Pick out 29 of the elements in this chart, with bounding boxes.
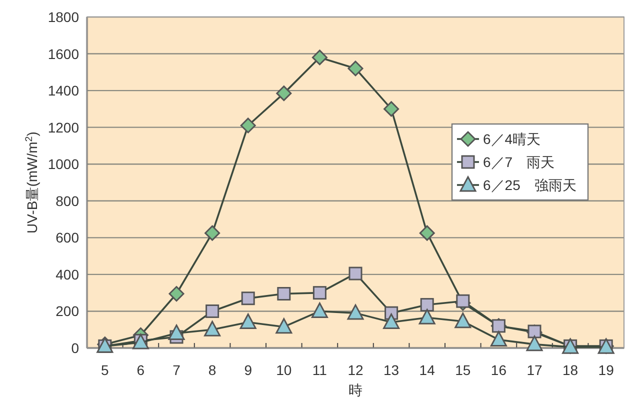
x-tick-label: 19	[598, 362, 614, 378]
x-tick-label: 12	[348, 362, 364, 378]
x-tick-label: 15	[455, 362, 471, 378]
x-tick-label: 7	[172, 362, 181, 378]
y-tick-label: 1200	[48, 119, 80, 136]
x-axis-title: 時	[348, 382, 362, 398]
x-tick-label: 16	[490, 362, 507, 378]
x-tick-label: 11	[312, 362, 328, 378]
legend-label: 6／7 雨天	[483, 154, 555, 170]
x-tick-label: 5	[101, 362, 109, 378]
y-tick-label: 1400	[48, 82, 80, 99]
y-tick-label: 600	[56, 230, 80, 246]
x-tick-label: 8	[208, 362, 216, 378]
x-tick-label: 9	[244, 362, 252, 378]
legend-label: 6／25 強雨天	[483, 177, 576, 193]
y-tick-label: 200	[56, 303, 80, 320]
y-tick-label: 1800	[48, 9, 80, 25]
legend-label: 6／4晴天	[483, 131, 541, 147]
y-tick-label: 800	[56, 192, 80, 209]
y-tick-label: 0	[71, 340, 80, 356]
y-tick-label: 1000	[48, 156, 80, 172]
x-tick-label: 10	[276, 362, 292, 378]
x-tick-label: 17	[526, 362, 542, 378]
x-tick-label: 6	[136, 362, 145, 378]
x-tick-label: 14	[419, 362, 436, 378]
x-tick-label: 18	[562, 362, 578, 378]
x-tick-label: 13	[384, 362, 400, 378]
y-tick-label: 1600	[48, 46, 80, 62]
y-tick-label: 400	[56, 266, 80, 282]
